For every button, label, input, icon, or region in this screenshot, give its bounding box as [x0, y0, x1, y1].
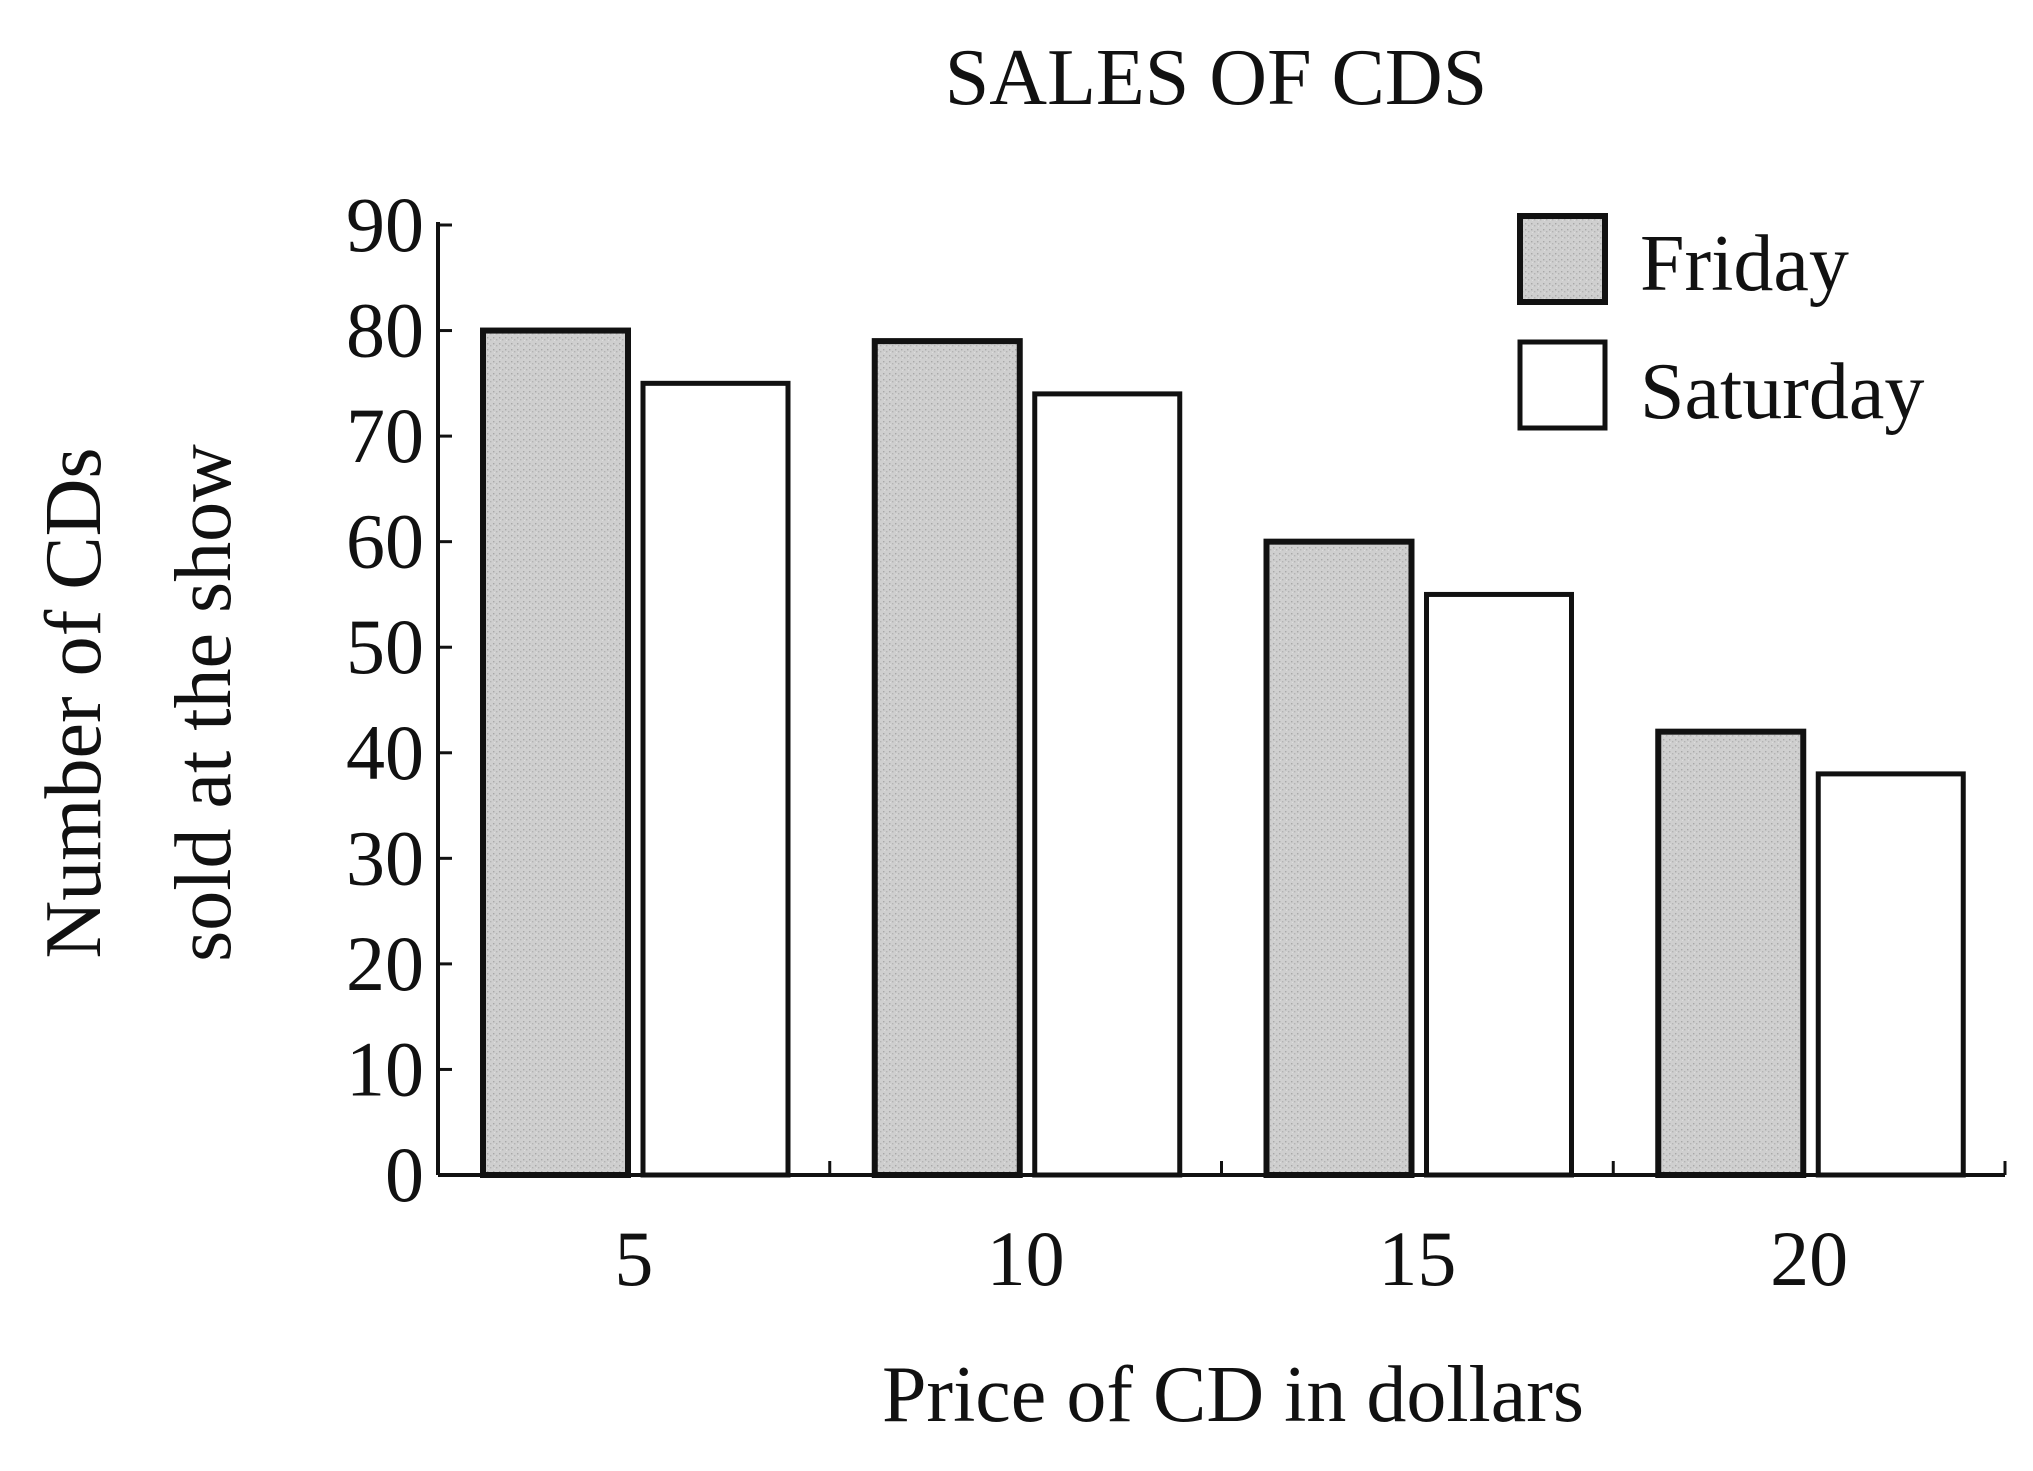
legend-label-saturday: Saturday: [1640, 348, 1924, 436]
bar-friday-10: [871, 338, 1023, 1179]
y-tick-label-80: 80: [346, 287, 424, 374]
y-tick-label-10: 10: [346, 1025, 424, 1112]
legend-label-friday: Friday: [1640, 220, 1849, 308]
bar-friday-15: [1263, 538, 1415, 1178]
x-tick-label-20: 20: [1770, 1215, 1848, 1302]
y-axis-label-line-1: Number of CDs: [30, 447, 118, 958]
y-tick-label-0: 0: [385, 1131, 424, 1218]
plot-area: 0 10 20 30 40 50 60 70 80 90 5 10 15 20: [346, 181, 2007, 1302]
x-tick-label-5: 5: [614, 1215, 653, 1302]
x-tick-label-10: 10: [987, 1215, 1065, 1302]
y-tick-label-30: 30: [346, 814, 424, 901]
bar-friday-20: [1655, 728, 1807, 1179]
y-tick-label-20: 20: [346, 920, 424, 1007]
bar-saturday-20: [1815, 771, 1966, 1178]
legend: Friday Saturday: [1517, 213, 1924, 436]
legend-swatch-saturday: [1517, 339, 1608, 431]
chart-title: SALES OF CDS: [945, 34, 1487, 122]
x-axis-label: Price of CD in dollars: [882, 1351, 1584, 1439]
y-axis-label-line-2: sold at the show: [160, 444, 248, 962]
y-tick-label-90: 90: [346, 181, 424, 268]
x-tick-label-15: 15: [1378, 1215, 1456, 1302]
y-axis-label: Number of CDs sold at the show: [30, 444, 248, 962]
bar-saturday-15: [1424, 591, 1574, 1178]
y-tick-label-60: 60: [346, 498, 424, 585]
bar-saturday-10: [1032, 391, 1183, 1178]
bar-saturday-5: [640, 380, 791, 1178]
y-tick-label-40: 40: [346, 709, 424, 796]
legend-swatch-friday: [1517, 213, 1608, 305]
bar-friday-5: [480, 327, 631, 1178]
y-tick-label-50: 50: [346, 603, 424, 690]
y-tick-label-70: 70: [346, 392, 424, 479]
